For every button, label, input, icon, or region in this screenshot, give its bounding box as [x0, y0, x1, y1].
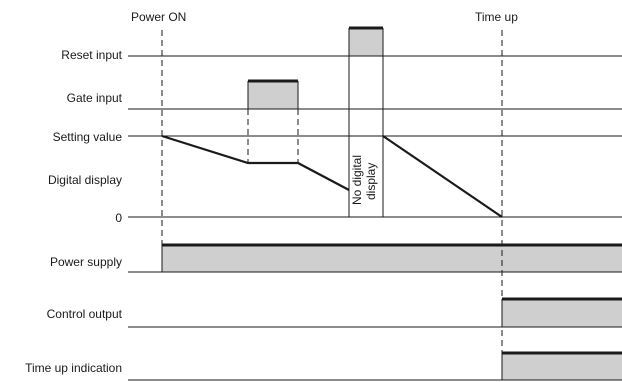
power-supply-pulse: [162, 245, 622, 272]
time-up-indication-pulse: [502, 353, 622, 380]
power-on-label: Power ON: [131, 10, 186, 24]
reset-input-label: Reset input: [61, 48, 122, 62]
control-output-label: Control output: [47, 307, 123, 321]
power-supply-label: Power supply: [50, 255, 122, 269]
zero-label: 0: [115, 211, 122, 225]
gate-input-pulse: [248, 81, 298, 109]
gate-input-label: Gate input: [67, 91, 123, 105]
digital-display-label: Digital display: [48, 173, 122, 187]
time-up-indication-label: Time up indication: [25, 361, 122, 375]
reset-input-pulse: [349, 28, 383, 56]
time-up-label: Time up: [475, 10, 518, 24]
no-digital-display-note-line2: display: [364, 163, 378, 200]
digital-display-curve-before-reset: [161, 134, 350, 191]
digital-display-curve-after-reset: [382, 135, 503, 218]
no-digital-display-note-line1: No digital: [350, 155, 364, 205]
control-output-pulse: [502, 299, 622, 327]
setting-value-label: Setting value: [53, 130, 123, 144]
